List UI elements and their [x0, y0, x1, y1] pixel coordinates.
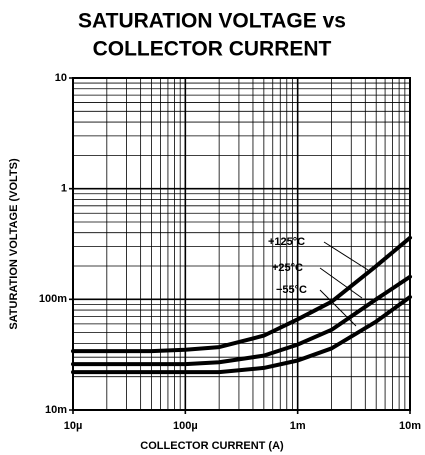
- y-tick-label: 10m: [45, 404, 67, 416]
- leader-line: [319, 289, 357, 327]
- chart-title: COLLECTOR CURRENT: [93, 38, 332, 61]
- y-axis-label: SATURATION VOLTAGE (VOLTS): [8, 158, 20, 330]
- leader-line: [323, 241, 369, 271]
- x-tick-label: 100µ: [173, 420, 198, 432]
- chart-title: SATURATION VOLTAGE vs: [78, 10, 346, 33]
- plot: [71, 235, 412, 375]
- y-tick-label: 10: [55, 72, 67, 84]
- x-tick-label: 10m: [399, 420, 421, 432]
- annotation: +125°C: [268, 236, 305, 248]
- x-tick-label: 10µ: [64, 420, 83, 432]
- line-series: [71, 294, 412, 375]
- line-series: [71, 235, 412, 354]
- annotation: +25°C: [272, 262, 303, 274]
- leader-line: [319, 267, 363, 299]
- annotation: −55°C: [276, 284, 307, 296]
- leaders: [319, 241, 369, 327]
- plot-frame: [72, 77, 411, 411]
- x-axis-label: COLLECTOR CURRENT (A): [140, 440, 284, 452]
- grid: [69, 77, 411, 414]
- y-tick-label: 1: [61, 183, 67, 195]
- x-tick-label: 1m: [290, 420, 306, 432]
- line-series: [71, 274, 412, 367]
- y-tick-label: 100m: [39, 293, 67, 305]
